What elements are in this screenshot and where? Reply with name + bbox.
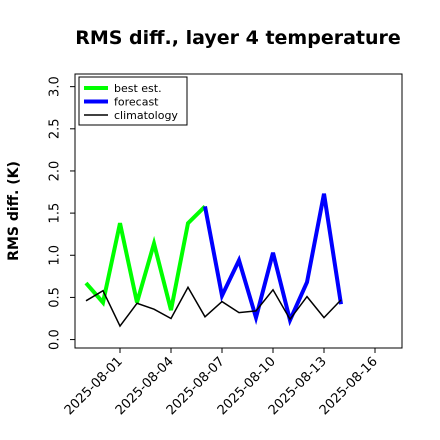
y-tick-label: 2.5 (48, 118, 63, 139)
y-tick-label: 0.5 (48, 287, 63, 308)
plot-frame (74, 73, 403, 349)
y-tick-label: 3.0 (48, 76, 63, 97)
y-axis-label: RMS diff. (K) (6, 161, 22, 261)
x-axis: 2025-08-012025-08-042025-08-072025-08-10… (62, 348, 381, 418)
series-line-best-est-0 (84, 204, 207, 311)
y-tick-label: 1.0 (47, 245, 62, 266)
series-line-climatology (85, 285, 342, 328)
y-tick-label: 2.0 (47, 161, 62, 182)
legend-label: climatology (114, 109, 178, 122)
series-line-forecast (203, 193, 343, 327)
y-tick-label: 0.0 (47, 329, 62, 350)
chart-title: RMS diff., layer 4 temperature (75, 27, 401, 49)
series-layer (84, 193, 343, 328)
y-tick-label: 1.5 (48, 203, 63, 224)
legend-label: best est. (114, 82, 162, 95)
y-axis: 0.0 0.5 1.0 1.5 2.0 2.5 3.0 (47, 76, 75, 350)
legend-label: forecast (114, 96, 159, 109)
